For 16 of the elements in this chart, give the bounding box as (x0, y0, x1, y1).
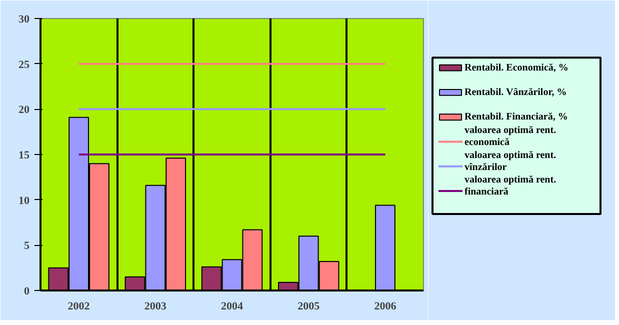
x-tick-label: 2004 (221, 300, 244, 312)
x-tick-label: 2003 (144, 300, 167, 312)
y-tick-label: 30 (18, 14, 30, 26)
x-tick-label: 2006 (374, 300, 397, 312)
y-tick-label: 10 (18, 194, 30, 207)
y-tick-label: 25 (18, 58, 30, 71)
legend-label: Rentabil. Economică, % (464, 62, 568, 74)
x-tick-label: 2005 (298, 300, 320, 312)
legend-label: Rentabil. Vânzărilor, % (464, 86, 567, 98)
y-tick-label: 20 (18, 104, 30, 116)
legend-label: valoarea optimă rent. financiară (464, 174, 557, 198)
y-tick-label: 5 (24, 240, 30, 252)
legend-label: Rentabil. Financiară, % (464, 112, 568, 123)
y-tick-label: 15 (18, 150, 30, 162)
y-tick-label: 0 (24, 286, 30, 298)
x-tick-label: 2002 (68, 300, 90, 312)
